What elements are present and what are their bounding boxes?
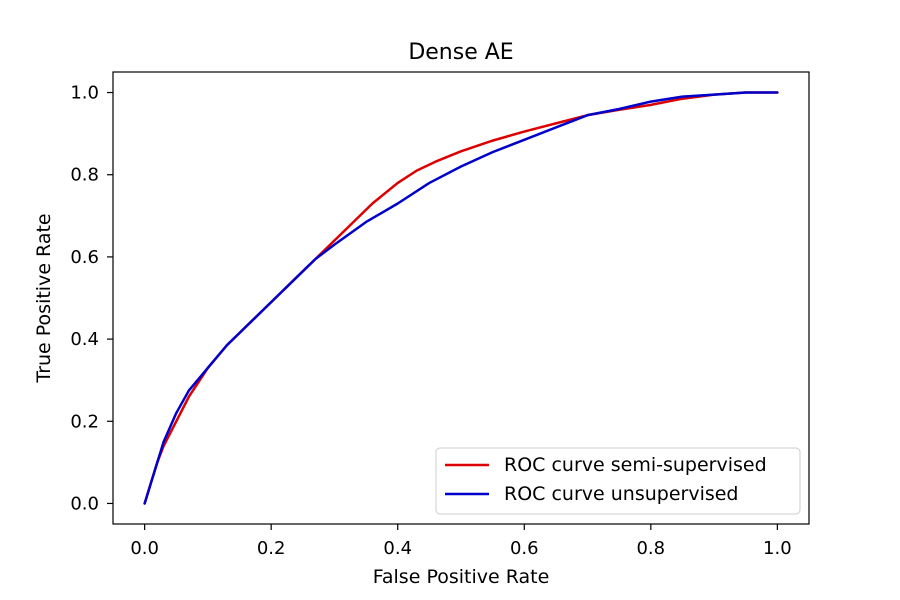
y-tick-label: 1.0 — [70, 83, 99, 104]
chart-title: Dense AE — [408, 40, 513, 65]
y-axis-label: True Positive Rate — [33, 213, 55, 383]
x-axis-label: False Positive Rate — [373, 566, 550, 588]
y-tick-label: 0.6 — [70, 247, 99, 268]
x-tick-label: 0.4 — [383, 538, 412, 559]
roc-line-unsupervised — [143, 91, 779, 505]
x-tick-label: 0.6 — [510, 538, 539, 559]
plot-frame — [112, 71, 810, 525]
roc-line-semi-supervised — [143, 91, 779, 505]
series-layer — [143, 91, 779, 505]
y-tick-label: 0.0 — [70, 493, 99, 514]
x-tick-label: 0.2 — [257, 538, 286, 559]
legend-box — [435, 447, 801, 515]
legend: ROC curve semi-supervised ROC curve unsu… — [435, 447, 801, 515]
x-tick-label: 0.0 — [130, 538, 159, 559]
x-tick-label: 0.8 — [636, 538, 665, 559]
legend-label-semi-supervised: ROC curve semi-supervised — [504, 454, 767, 476]
y-tick-label: 0.8 — [70, 165, 99, 186]
y-axis-ticks: 0.0 0.2 0.4 0.6 0.8 1.0 — [70, 83, 113, 514]
legend-label-unsupervised: ROC curve unsupervised — [504, 483, 739, 505]
x-tick-label: 1.0 — [763, 538, 792, 559]
x-axis-ticks: 0.0 0.2 0.4 0.6 0.8 1.0 — [130, 524, 792, 559]
y-tick-label: 0.4 — [70, 329, 99, 350]
y-tick-label: 0.2 — [70, 411, 99, 432]
